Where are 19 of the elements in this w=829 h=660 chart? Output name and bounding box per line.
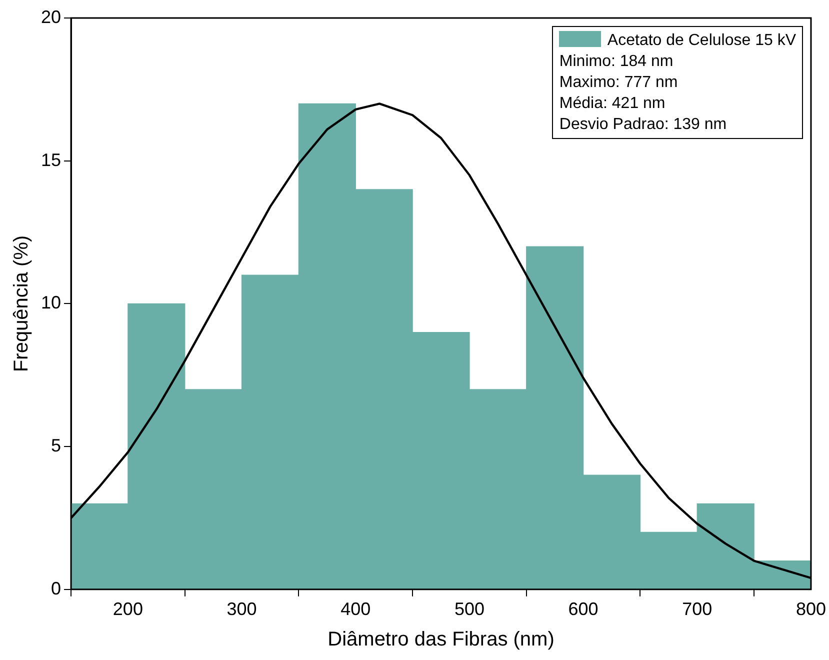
x-tick-label: 200	[112, 599, 143, 620]
annotation: Média: 421 nm	[559, 94, 666, 114]
x-axis-title: Diâmetro das Fibras (nm)	[328, 628, 554, 651]
legend-label: Acetato de Celulose 15 kV	[607, 32, 796, 49]
y-tick-label: 10	[40, 292, 62, 313]
y-tick-label: 15	[40, 150, 62, 170]
annotation: Desvio Padrao: 139 nm	[559, 115, 728, 135]
annotation: Minimo: 184 nm	[559, 52, 674, 72]
x-tick-label: 800	[796, 599, 826, 620]
y-tick-label: 5	[51, 436, 62, 456]
x-tick-label: 400	[340, 599, 371, 620]
y-axis-title: Frequência (%)	[10, 235, 33, 372]
x-tick-label: 600	[568, 599, 598, 620]
annotation: Maximo: 777 nm	[559, 73, 679, 93]
x-tick-label: 700	[682, 599, 712, 620]
x-tick-label: 500	[454, 599, 484, 620]
x-tick-label: 300	[226, 599, 257, 620]
y-tick-label: 20	[40, 6, 62, 27]
y-tick-label: 0	[51, 578, 62, 598]
